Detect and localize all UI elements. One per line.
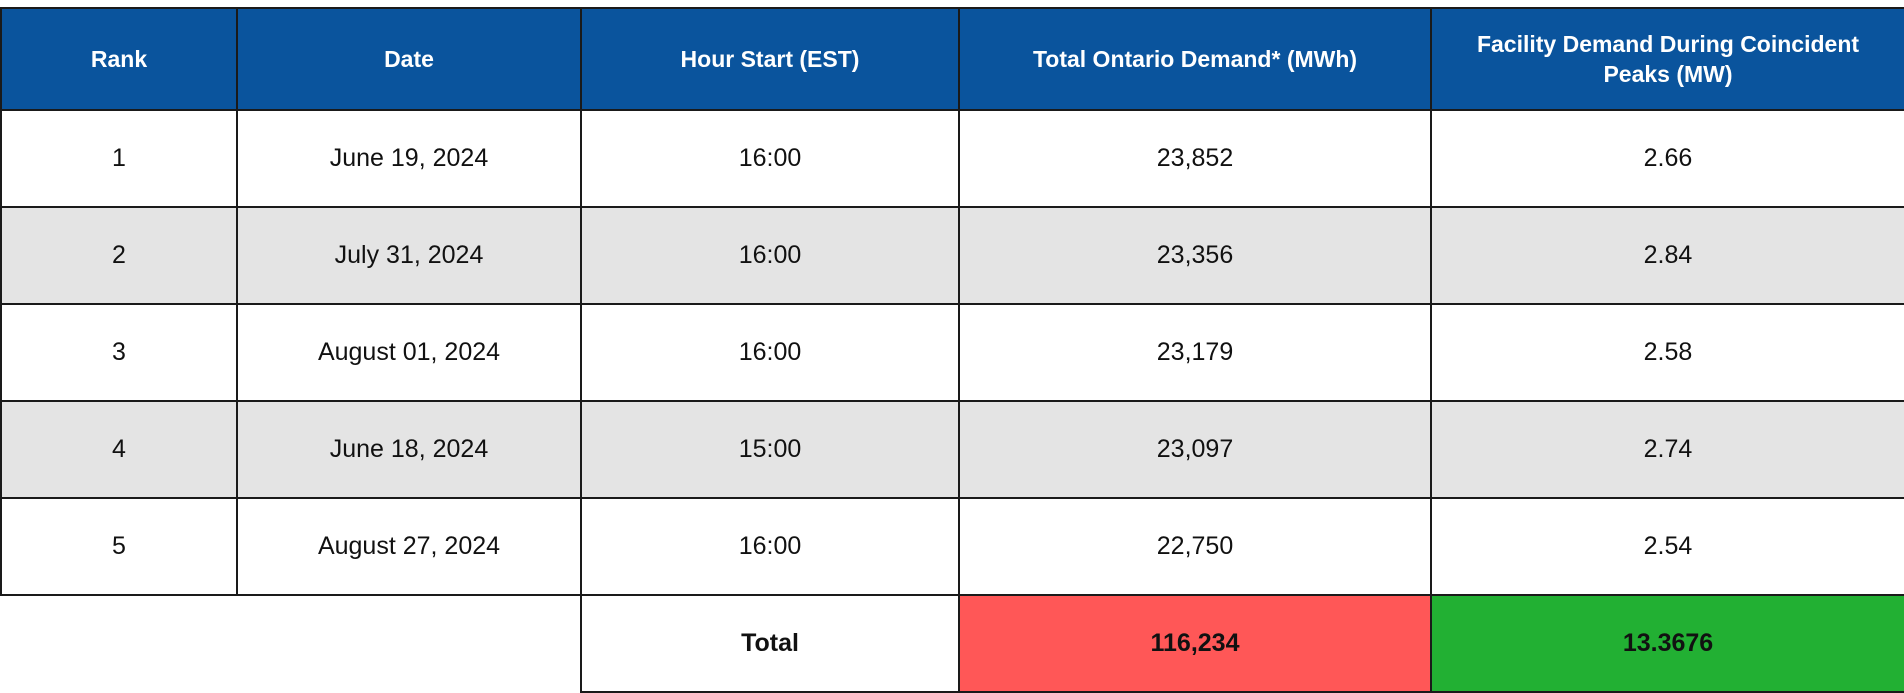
rank-cell: 5 — [0, 497, 238, 596]
facility-cell: 2.84 — [1430, 206, 1904, 305]
table-row: 5 August 27, 2024 16:00 22,750 2.54 — [0, 497, 1904, 596]
table-row: 1 June 19, 2024 16:00 23,852 2.66 — [0, 109, 1904, 208]
demand-cell: 23,356 — [958, 206, 1432, 305]
total-label: Total — [580, 594, 960, 693]
header-date: Date — [236, 7, 582, 111]
header-hour-start: Hour Start (EST) — [580, 7, 960, 111]
facility-cell: 2.74 — [1430, 400, 1904, 499]
facility-cell: 2.58 — [1430, 303, 1904, 402]
header-row: Rank Date Hour Start (EST) Total Ontario… — [0, 7, 1904, 111]
table-row: 3 August 01, 2024 16:00 23,179 2.58 — [0, 303, 1904, 402]
total-row: Total 116,234 13.3676 — [1, 594, 1904, 693]
hour-cell: 16:00 — [580, 109, 960, 208]
hour-cell: 15:00 — [580, 400, 960, 499]
demand-cell: 23,179 — [958, 303, 1432, 402]
date-cell: August 27, 2024 — [236, 497, 582, 596]
facility-cell: 2.54 — [1430, 497, 1904, 596]
table-row: 2 July 31, 2024 16:00 23,356 2.84 — [0, 206, 1904, 305]
demand-cell: 22,750 — [958, 497, 1432, 596]
hour-cell: 16:00 — [580, 303, 960, 402]
date-cell: July 31, 2024 — [236, 206, 582, 305]
date-cell: June 19, 2024 — [236, 109, 582, 208]
hour-cell: 16:00 — [580, 206, 960, 305]
rank-cell: 3 — [0, 303, 238, 402]
hour-cell: 16:00 — [580, 497, 960, 596]
total-facility-cell: 13.3676 — [1430, 594, 1904, 693]
date-cell: June 18, 2024 — [236, 400, 582, 499]
header-facility-demand: Facility Demand During Coincident Peaks … — [1430, 7, 1904, 111]
rank-cell: 2 — [0, 206, 238, 305]
rank-cell: 1 — [0, 109, 238, 208]
rank-cell: 4 — [0, 400, 238, 499]
date-cell: August 01, 2024 — [236, 303, 582, 402]
demand-cell: 23,097 — [958, 400, 1432, 499]
header-rank: Rank — [0, 7, 238, 111]
total-demand-cell: 116,234 — [958, 594, 1432, 693]
total-row-spacer — [1, 595, 581, 692]
demand-cell: 23,852 — [958, 109, 1432, 208]
coincident-peaks-table: Rank Date Hour Start (EST) Total Ontario… — [0, 7, 1904, 693]
header-total-ontario-demand: Total Ontario Demand* (MWh) — [958, 7, 1432, 111]
facility-cell: 2.66 — [1430, 109, 1904, 208]
table-row: 4 June 18, 2024 15:00 23,097 2.74 — [0, 400, 1904, 499]
